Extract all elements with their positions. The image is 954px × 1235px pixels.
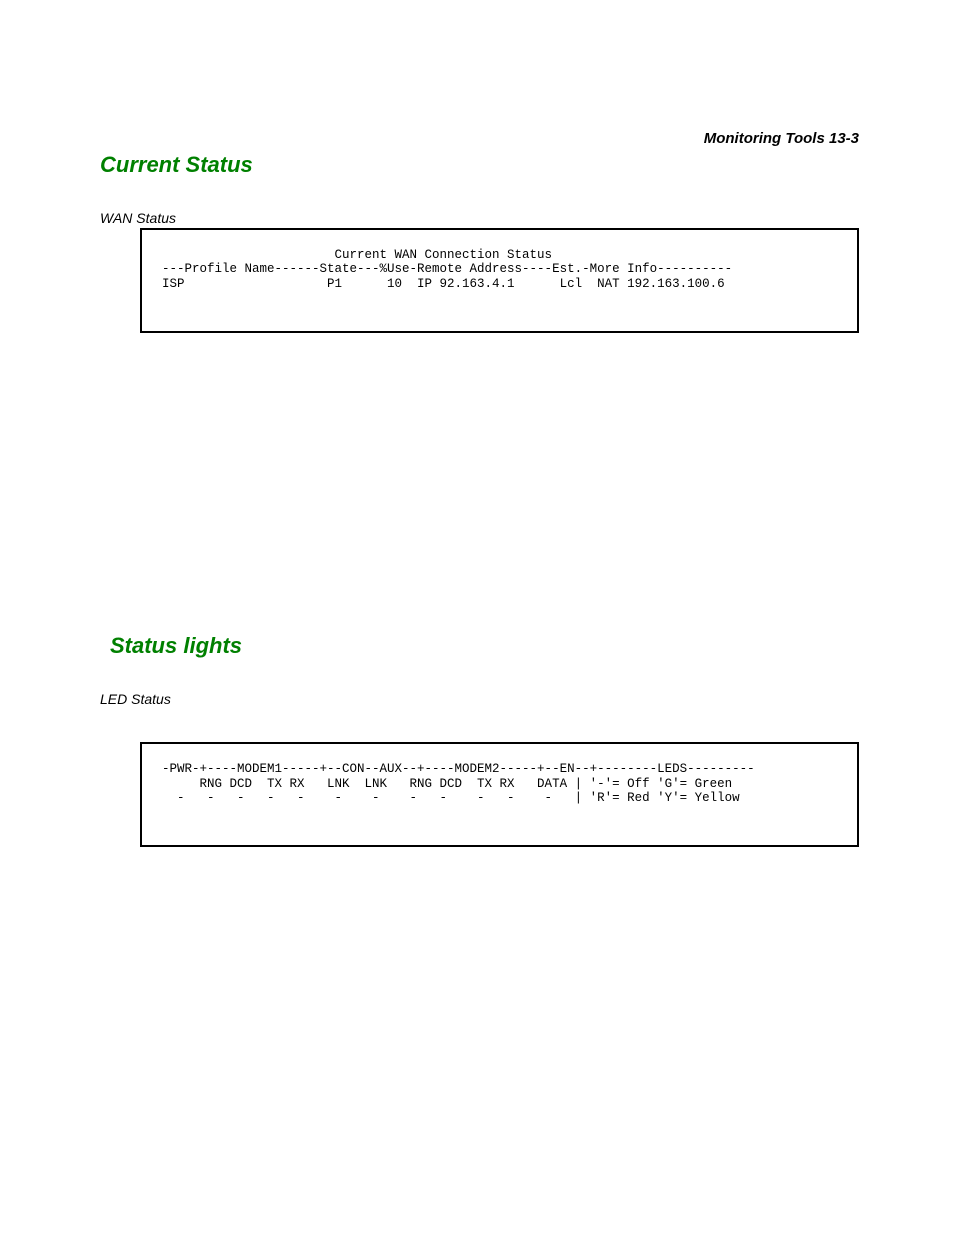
wan-status-terminal: Current WAN Connection Status ---Profile… bbox=[140, 228, 859, 333]
terminal-line: - - - - - - - - - - - - | 'R'= Red 'Y'= … bbox=[162, 791, 740, 805]
section-heading-current-status: Current Status bbox=[100, 152, 859, 178]
terminal-line: Current WAN Connection Status bbox=[162, 248, 552, 262]
wan-status-label: WAN Status bbox=[100, 210, 859, 226]
terminal-line: ---Profile Name------State---%Use-Remote… bbox=[162, 262, 732, 276]
terminal-line: -PWR-+----MODEM1-----+--CON--AUX--+----M… bbox=[162, 762, 755, 776]
page-header: Monitoring Tools 13-3 bbox=[704, 130, 859, 147]
terminal-line: ISP P1 10 IP 92.163.4.1 Lcl NAT 192.163.… bbox=[162, 277, 725, 291]
section-heading-status-lights: Status lights bbox=[110, 633, 859, 659]
led-status-label: LED Status bbox=[100, 691, 859, 707]
terminal-line: RNG DCD TX RX LNK LNK RNG DCD TX RX DATA… bbox=[162, 777, 732, 791]
led-status-terminal: -PWR-+----MODEM1-----+--CON--AUX--+----M… bbox=[140, 742, 859, 847]
